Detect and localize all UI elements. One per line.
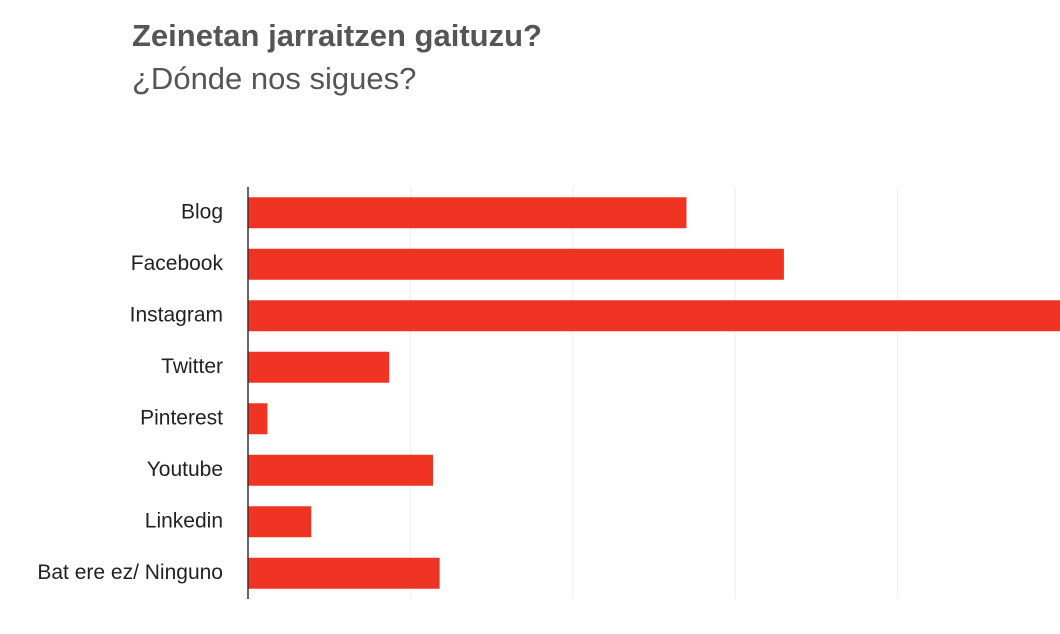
y-tick-label: Youtube <box>147 458 223 481</box>
bar <box>248 248 784 280</box>
chart-subtitle: ¿Dónde nos sigues? <box>132 61 416 96</box>
y-tick-label: Linkedin <box>145 509 223 532</box>
y-tick-label: Twitter <box>161 355 223 378</box>
y-tick-label: Facebook <box>131 252 224 275</box>
y-tick-label: Pinterest <box>140 406 223 429</box>
y-tick-label: Bat ere ez/ Ninguno <box>37 561 223 584</box>
chart-title: Zeinetan jarraitzen gaituzu? <box>132 18 542 53</box>
y-tick-label: Blog <box>181 200 223 223</box>
bar <box>248 351 390 383</box>
bar <box>248 403 268 435</box>
bar <box>248 197 687 229</box>
y-tick-label: Instagram <box>130 303 223 326</box>
bar <box>248 454 434 486</box>
bar <box>248 506 312 538</box>
bar <box>248 300 1060 332</box>
bar <box>248 557 440 589</box>
